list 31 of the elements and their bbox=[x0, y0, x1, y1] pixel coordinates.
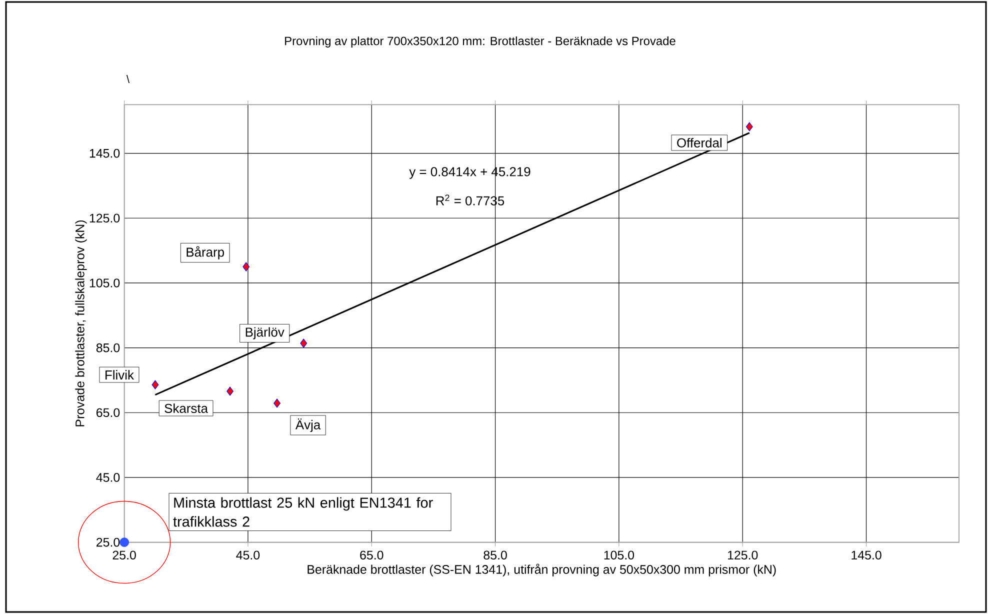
y-tick-label: 125.0 bbox=[90, 214, 120, 223]
x-tick-label: 25.0 bbox=[112, 550, 136, 560]
annotation: Offerdal bbox=[677, 138, 722, 148]
point bbox=[242, 262, 250, 272]
annotation: Ävja bbox=[295, 418, 321, 432]
y-tick-label: 45.0 bbox=[96, 473, 120, 482]
x-tick-label: 125.0 bbox=[728, 550, 758, 560]
text: \ bbox=[126, 74, 130, 84]
point bbox=[152, 380, 159, 390]
x-tick-label: 45.0 bbox=[236, 550, 260, 560]
annotation: Flivik bbox=[106, 370, 134, 380]
point bbox=[300, 338, 308, 348]
y-axis-title: Provade brottlaster, fullskaleprov (kN) bbox=[75, 220, 87, 426]
annotation: Minsta brottlast 25 kN enligt EN1341 for trafikklass 2 bbox=[173, 497, 433, 527]
y-tick-label: 105.0 bbox=[90, 278, 120, 288]
chart-title: Provning av plattor 700x350x120 mm: Brottlaster - Beräknade vs Provade bbox=[285, 36, 676, 48]
point bbox=[274, 398, 280, 408]
point bbox=[226, 386, 234, 396]
point bbox=[746, 122, 753, 132]
x-tick-label: 145.0 bbox=[852, 550, 882, 560]
annotation: Skarsta bbox=[164, 403, 208, 413]
x-tick-label: 85.0 bbox=[484, 550, 507, 560]
y-tick-label: 85.0 bbox=[96, 343, 120, 352]
y-tick-label: 65.0 bbox=[96, 408, 120, 418]
annotation: Bjärlöv bbox=[246, 327, 284, 340]
y-tick-label: 25.0 bbox=[96, 538, 120, 547]
annotation: Bårarp bbox=[186, 246, 224, 260]
y-tick-label: 145.0 bbox=[90, 148, 120, 158]
x-tick-label: 65.0 bbox=[360, 550, 384, 560]
x-axis-title: Beräknade brottlaster (SS-EN 1341), utifrån provning av 50x50x300 mm prismor (kN) bbox=[308, 564, 776, 576]
x-tick-label: 105.0 bbox=[604, 550, 634, 560]
